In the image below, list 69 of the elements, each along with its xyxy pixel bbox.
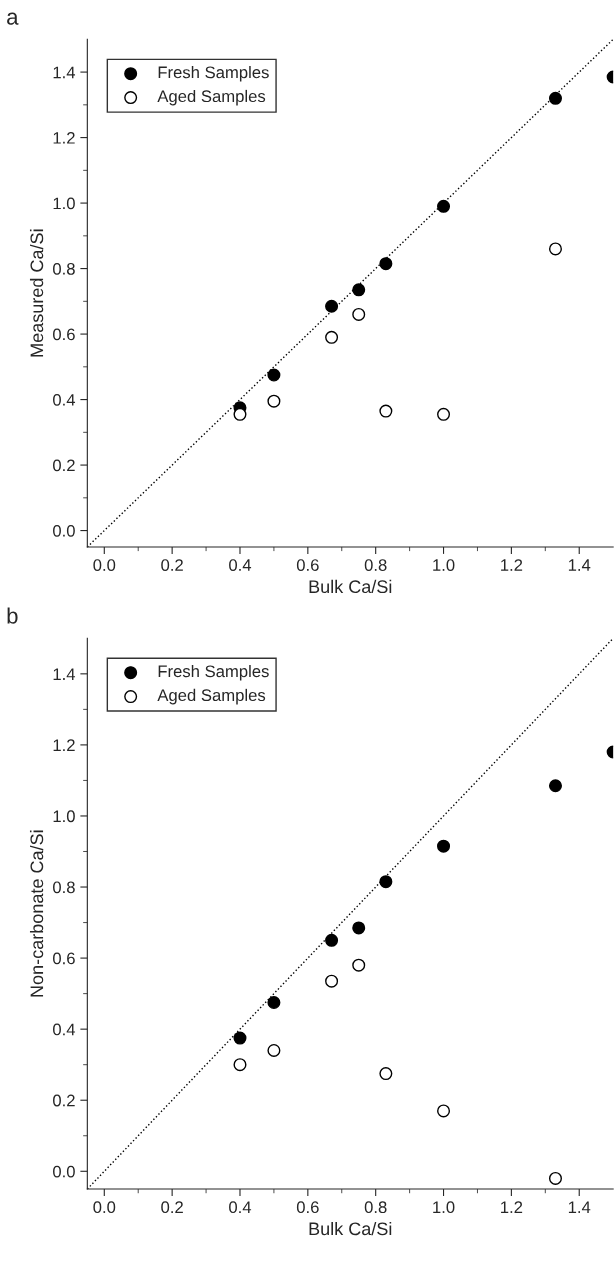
x-tick-label: 0.2 — [161, 559, 183, 571]
y-tick-label: 1.0 — [53, 810, 75, 823]
point — [267, 1043, 281, 1057]
x-tick-label: 1.4 — [568, 559, 591, 571]
y-tick-label: 0.0 — [53, 1165, 75, 1178]
x-tick-label: 0.4 — [229, 1201, 252, 1214]
point — [352, 958, 366, 972]
x-tick-label: 0.8 — [364, 1201, 387, 1214]
x-tick-label: 0.4 — [229, 559, 252, 571]
point — [233, 1031, 247, 1045]
point — [379, 257, 393, 271]
point — [548, 91, 562, 105]
point — [267, 394, 281, 408]
y-tick-label: 0.4 — [53, 393, 76, 406]
point — [437, 839, 451, 853]
point — [325, 299, 339, 313]
chart-title: a — [7, 12, 19, 25]
point — [325, 330, 339, 344]
x-tick-label: 0.6 — [296, 1201, 319, 1214]
point — [548, 779, 562, 793]
x-tick-label: 0.2 — [161, 1201, 183, 1214]
x-tick-label: 0.0 — [93, 559, 116, 571]
point — [352, 283, 366, 297]
x-axis-title: Bulk Ca/Si — [309, 1221, 392, 1236]
y-tick-label: 1.2 — [53, 131, 75, 144]
y-tick-label: 0.8 — [53, 262, 75, 275]
point — [352, 921, 366, 935]
y-tick-label: 0.8 — [53, 881, 75, 894]
chart-title: b — [7, 607, 18, 624]
x-tick-label: 1.4 — [568, 1201, 591, 1213]
point — [233, 407, 247, 421]
y-tick-label: 0.2 — [53, 1094, 75, 1107]
y-tick-label: 0.6 — [53, 952, 75, 965]
y-tick-label: 0.6 — [53, 328, 75, 341]
x-axis-title: Bulk Ca/Si — [309, 579, 392, 594]
y-tick-label: 1.0 — [53, 197, 75, 210]
x-tick-label: 1.0 — [433, 559, 455, 571]
point — [325, 974, 339, 988]
y-tick-label: 1.4 — [53, 668, 76, 680]
y-axis-title: Measured Ca/Si — [29, 229, 44, 357]
point — [233, 1058, 247, 1072]
point — [437, 1104, 451, 1118]
y-axis-title: Non-carbonate Ca/Si — [29, 830, 44, 997]
y-tick-label: 0.0 — [53, 524, 75, 537]
x-tick-label: 1.2 — [501, 1201, 523, 1213]
point — [352, 307, 366, 321]
y-tick-label: 1.2 — [53, 739, 75, 751]
y-tick-label: 0.4 — [53, 1023, 76, 1036]
point — [548, 242, 562, 256]
point — [267, 996, 281, 1010]
point — [548, 1171, 562, 1185]
point — [379, 1067, 393, 1081]
point — [379, 404, 393, 418]
legend-label: Fresh Samples — [158, 66, 269, 82]
legend-label: Fresh Samples — [158, 664, 269, 681]
point — [379, 875, 393, 889]
legend-label: Aged Samples — [157, 688, 266, 705]
point — [437, 199, 451, 213]
point — [325, 933, 339, 947]
x-tick-label: 1.2 — [501, 559, 523, 571]
x-tick-label: 0.0 — [93, 1201, 116, 1214]
x-tick-label: 0.8 — [364, 559, 387, 571]
legend-label: Aged Samples — [157, 89, 266, 106]
point — [437, 407, 451, 421]
point — [267, 368, 281, 382]
y-tick-label: 0.2 — [53, 459, 75, 472]
y-tick-label: 1.4 — [53, 66, 76, 79]
x-tick-label: 0.6 — [296, 559, 319, 571]
x-tick-label: 1.0 — [433, 1201, 455, 1214]
